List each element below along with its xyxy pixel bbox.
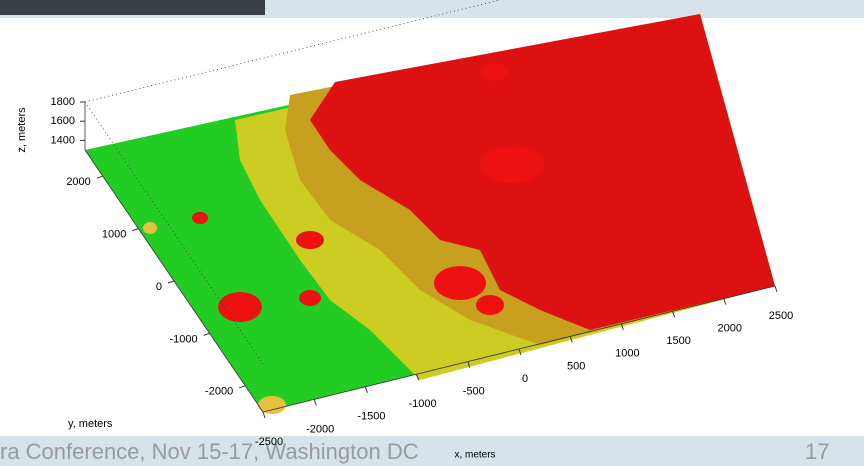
- x-tick-label: 500: [567, 360, 585, 372]
- x-tick-label: 1500: [666, 335, 690, 347]
- z-tick-label: 1600: [51, 115, 75, 127]
- slide: z, meters y, meters x, meters ra Confere…: [0, 0, 864, 466]
- crater: [299, 290, 321, 306]
- z-tick-label: 1800: [51, 96, 75, 108]
- crater: [480, 147, 544, 183]
- crater: [192, 212, 208, 224]
- x-tick-label: -1000: [409, 398, 437, 410]
- crater: [481, 63, 509, 81]
- y-axis-label: y, meters: [68, 418, 113, 430]
- chart: z, meters y, meters x, meters ra Confere…: [0, 0, 864, 466]
- y-tick-label: 0: [156, 281, 162, 293]
- title-bar: [0, 0, 265, 15]
- x-tick-label: 2000: [718, 323, 742, 335]
- x-tick-label: -1500: [357, 411, 385, 423]
- y-tick-label: -2000: [205, 386, 233, 398]
- x-tick-label: -2000: [306, 423, 334, 435]
- x-tick-label: 0: [522, 373, 528, 385]
- x-axis-label: x, meters: [454, 450, 495, 461]
- z-axis-label: z, meters: [16, 107, 28, 153]
- x-tick-label: -2500: [255, 436, 283, 448]
- y-tick-label: 1000: [102, 229, 126, 241]
- x-tick-label: 2500: [769, 310, 793, 322]
- footer: ra Conference, Nov 15-17, Washington DC: [0, 439, 419, 464]
- page-number: 17: [805, 439, 829, 464]
- y-tick-label: -1000: [169, 333, 197, 345]
- crater: [296, 231, 324, 249]
- y-tick-label: 2000: [66, 176, 90, 188]
- x-tick-label: 1000: [615, 348, 639, 360]
- crater: [476, 295, 504, 315]
- crater: [143, 222, 157, 234]
- crater: [434, 266, 486, 300]
- z-tick-label: 1400: [51, 134, 75, 146]
- x-tick-label: -500: [463, 386, 485, 398]
